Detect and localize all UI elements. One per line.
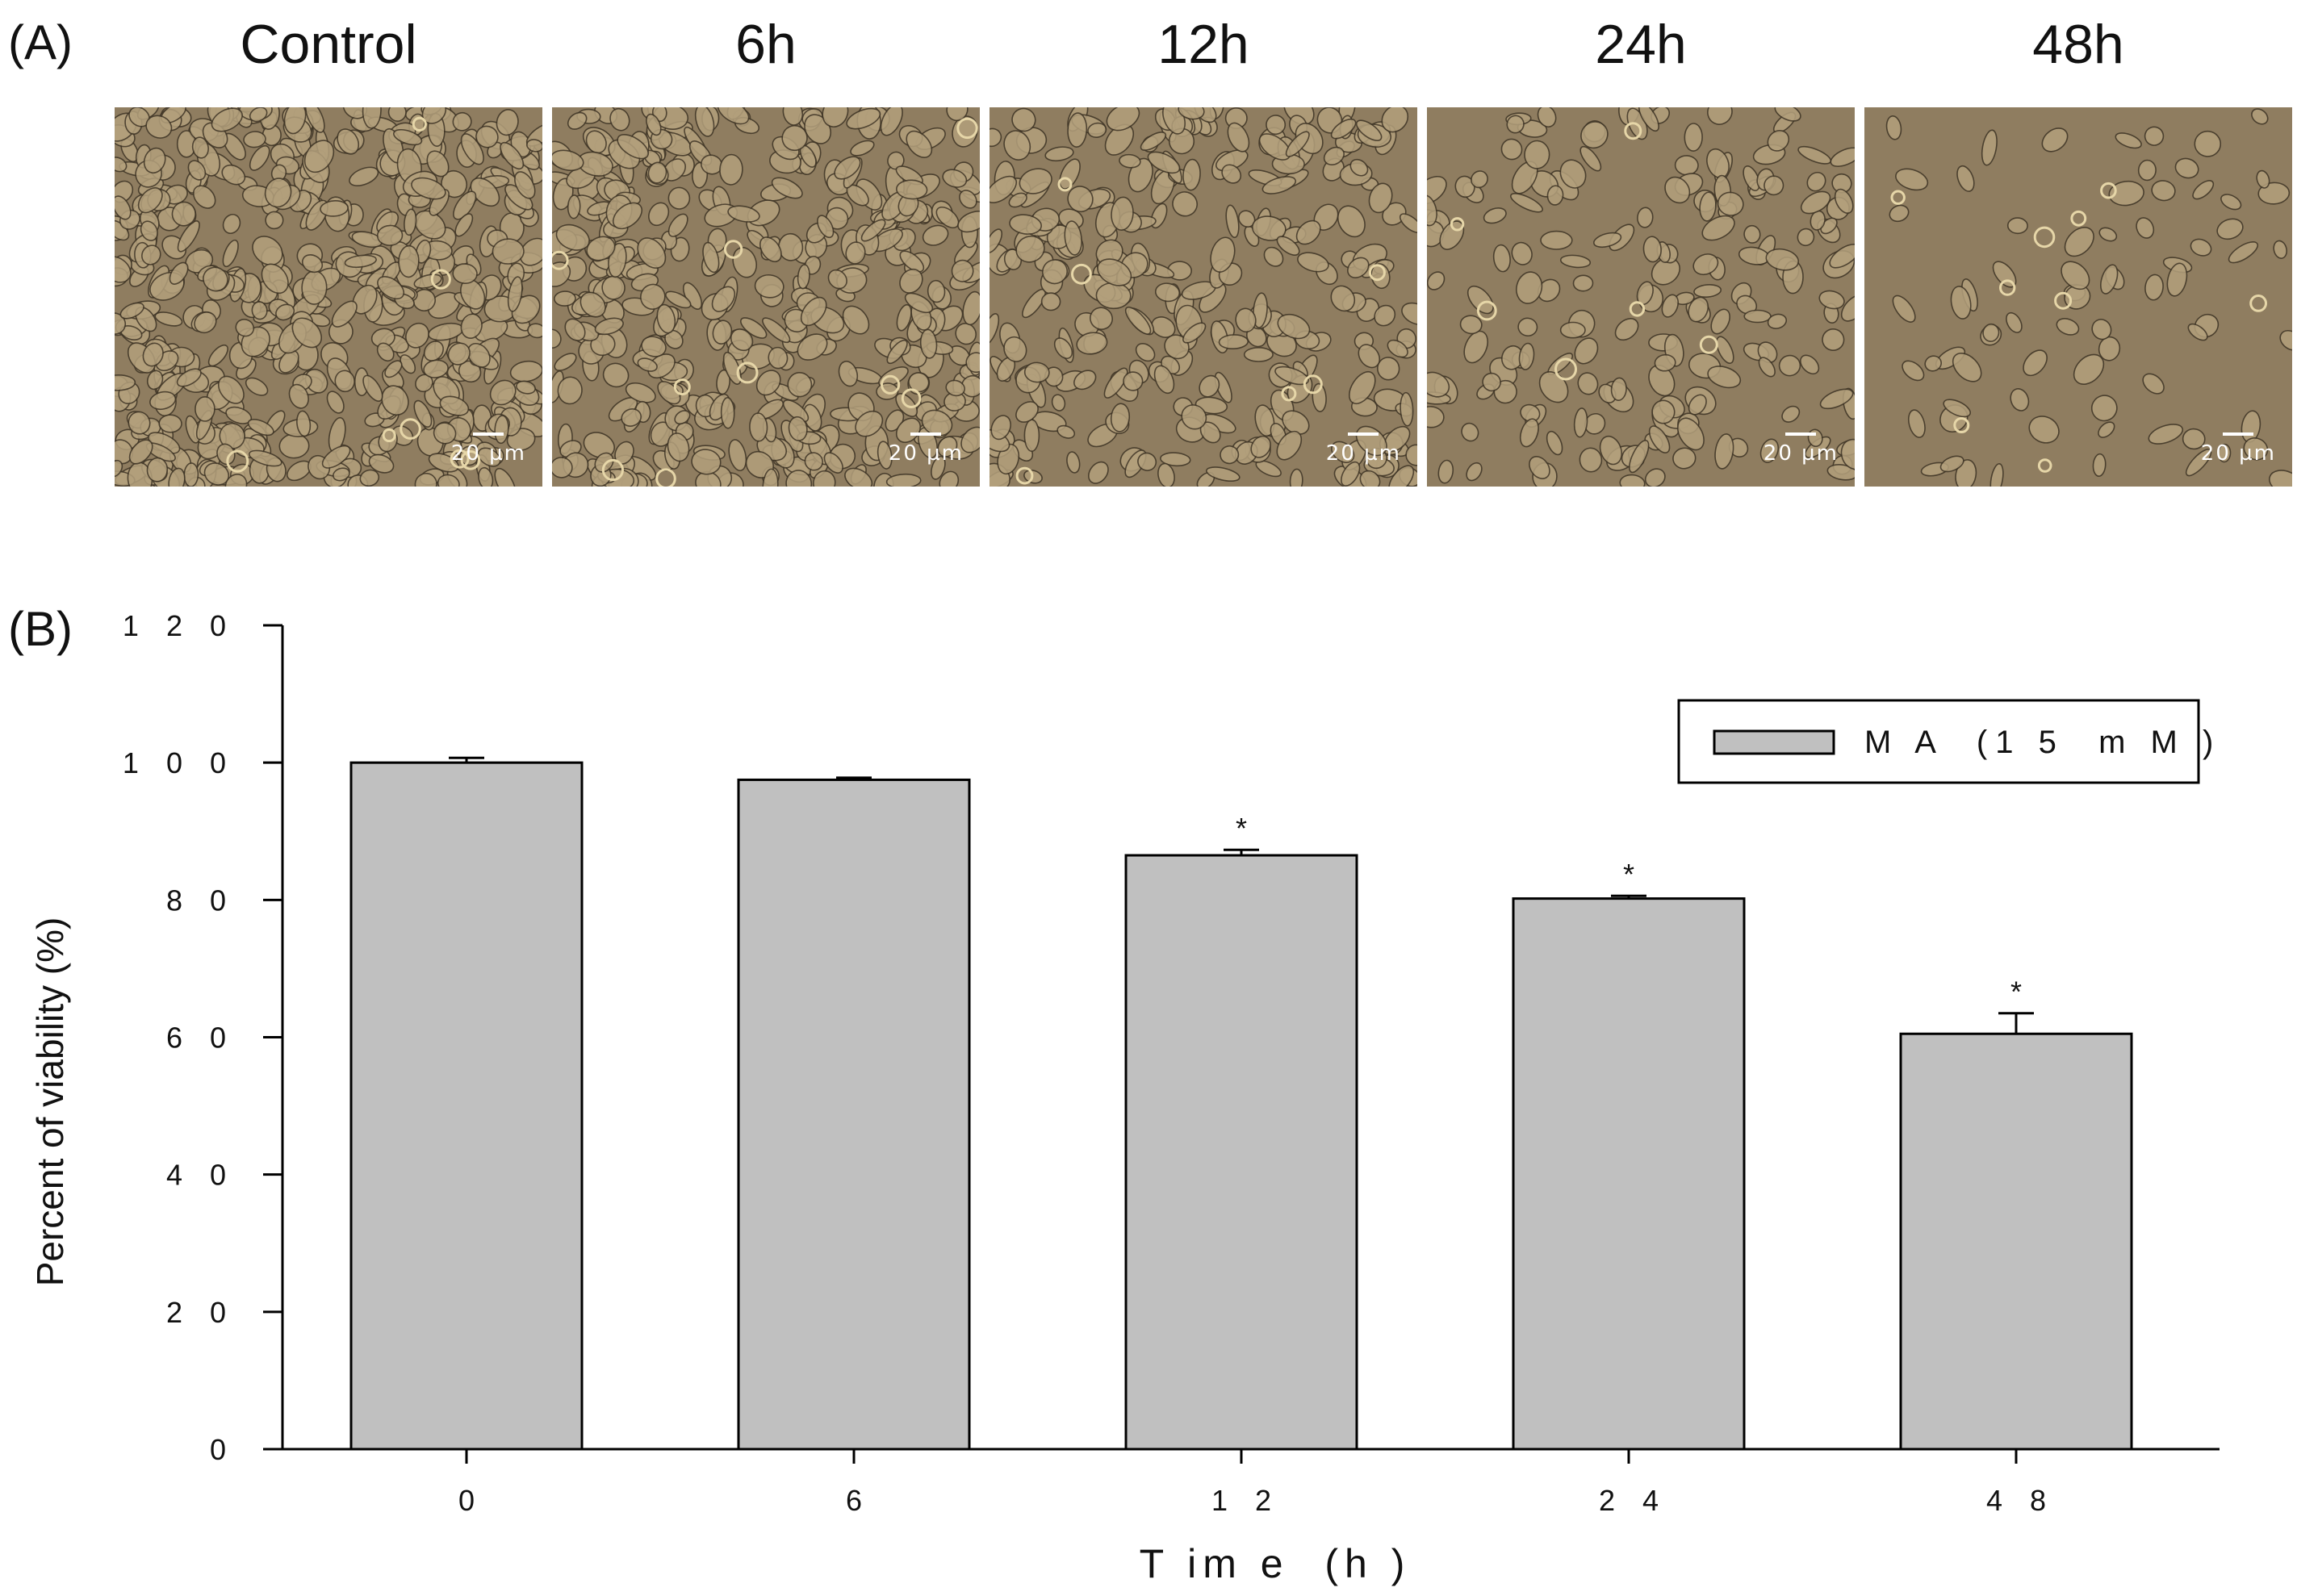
micrograph-title: 24h — [1595, 14, 1687, 75]
micrograph-image: 20 µm — [1864, 107, 2292, 487]
micrograph-image: 20 µm — [990, 107, 1417, 487]
y-tick-label: 1 2 0 — [123, 609, 236, 642]
scale-bar-label: 20 µm — [1325, 441, 1401, 466]
y-tick-label: 6 0 — [166, 1022, 236, 1055]
significance-marker: * — [1236, 812, 1247, 845]
panel-b-label: (B) — [8, 602, 73, 656]
x-tick-label: 6 — [846, 1484, 872, 1517]
bar — [1899, 1032, 2133, 1451]
bar — [737, 778, 971, 1451]
x-tick-label: 0 — [458, 1484, 484, 1517]
panel-a-label: (A) — [8, 15, 73, 69]
x-tick-label: 1 2 — [1211, 1484, 1281, 1517]
micrograph-image: 20 µm — [1427, 107, 1855, 487]
scale-bar — [910, 432, 941, 436]
cell-culture-image — [1427, 107, 1855, 487]
micrograph-image: 20 µm — [552, 107, 980, 487]
micrograph-title: 6h — [735, 14, 797, 75]
micrograph-image: 20 µm — [115, 107, 542, 487]
scale-bar — [1348, 432, 1379, 436]
x-tick-label: 4 8 — [1986, 1484, 2056, 1517]
legend-label: M A (1 5 m M ) — [1864, 725, 2221, 760]
scale-bar-label: 20 µm — [888, 441, 964, 466]
y-axis-title: Percent of viability (%) — [29, 917, 71, 1287]
y-tick-label: 0 — [210, 1433, 236, 1466]
x-axis-title: T im e (h ) — [1140, 1541, 1412, 1586]
scale-bar — [1785, 432, 1816, 436]
y-tick-label: 8 0 — [166, 884, 236, 917]
chart-svg: 0 2 0 4 0 6 0 8 0 1 0 0 1 2 0 0 6 * 1 2 * 2 4 * 4 8 T i… — [29, 609, 2221, 1586]
significance-marker: * — [1623, 858, 1634, 891]
cell-culture-image — [552, 107, 980, 487]
bar — [1512, 897, 1746, 1451]
bar — [1124, 854, 1358, 1451]
scale-bar-label: 20 µm — [2200, 441, 2276, 466]
cell-culture-image — [990, 107, 1417, 487]
scale-bar — [2223, 432, 2253, 436]
y-tick-label: 2 0 — [166, 1296, 236, 1329]
cell-culture-image — [1864, 107, 2292, 487]
scale-bar-label: 20 µm — [1763, 441, 1839, 466]
y-tick-label: 1 0 0 — [123, 746, 236, 779]
significance-marker: * — [2010, 976, 2022, 1009]
micrograph-title: Control — [240, 14, 417, 75]
x-tick-label: 2 4 — [1599, 1484, 1668, 1517]
viability-bar-chart: 0 2 0 4 0 6 0 8 0 1 0 0 1 2 0 0 6 * 1 2 * 2 4 * 4 8 T i… — [0, 565, 2297, 1596]
scale-bar — [473, 432, 504, 436]
scale-bar-label: 20 µm — [450, 441, 526, 466]
legend-swatch — [1713, 729, 1835, 755]
micrograph-title: 12h — [1157, 14, 1249, 75]
cell-culture-image — [115, 107, 542, 487]
micrograph-title: 48h — [2032, 14, 2124, 75]
bar — [349, 761, 584, 1451]
y-tick-label: 4 0 — [166, 1159, 236, 1192]
